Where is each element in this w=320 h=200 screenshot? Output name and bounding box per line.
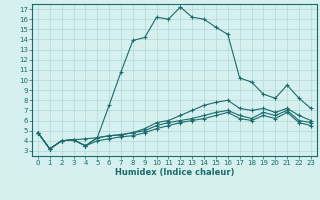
X-axis label: Humidex (Indice chaleur): Humidex (Indice chaleur) <box>115 168 234 177</box>
